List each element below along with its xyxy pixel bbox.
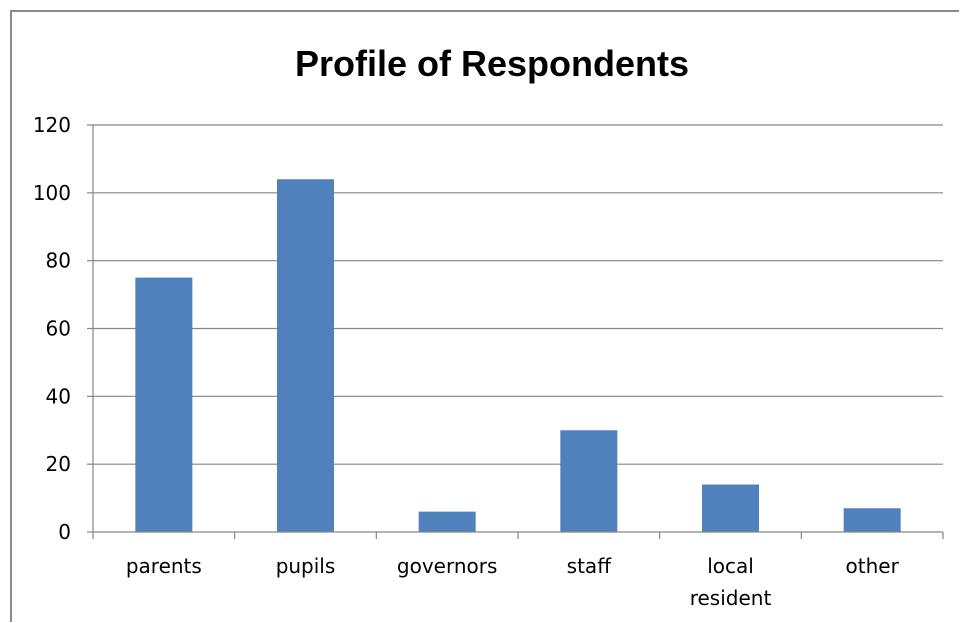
x-axis-labels: parents pupils governors staff local resident… — [126, 554, 900, 610]
gridlines — [93, 124, 943, 465]
bar-other — [843, 508, 901, 532]
y-tick-label-80: 80 — [46, 249, 71, 273]
chart-title: Profile of Respondents — [295, 43, 689, 84]
bar-staff — [560, 430, 618, 532]
y-tick-label-40: 40 — [46, 384, 71, 408]
x-label-other: other — [846, 554, 900, 578]
y-tick-label-0: 0 — [58, 520, 71, 544]
x-label-governors: governors — [397, 554, 498, 578]
bars — [135, 179, 901, 532]
bar-governors — [418, 511, 476, 532]
x-axis — [92, 125, 944, 539]
x-label-pupils: pupils — [276, 554, 336, 578]
y-tick-label-120: 120 — [33, 113, 71, 137]
bar-local-resident — [702, 484, 759, 532]
x-label-local-resident: local resident — [690, 554, 772, 610]
bar-pupils — [277, 179, 334, 532]
y-axis-ticks: 0 20 40 60 80 100 120 — [33, 113, 93, 544]
y-tick-label-100: 100 — [33, 181, 71, 205]
y-tick-label-20: 20 — [46, 452, 71, 476]
y-tick-label-60: 60 — [46, 317, 71, 341]
x-label-parents: parents — [126, 554, 202, 578]
x-label-staff: staff — [567, 554, 613, 578]
bar-parents — [135, 277, 193, 532]
